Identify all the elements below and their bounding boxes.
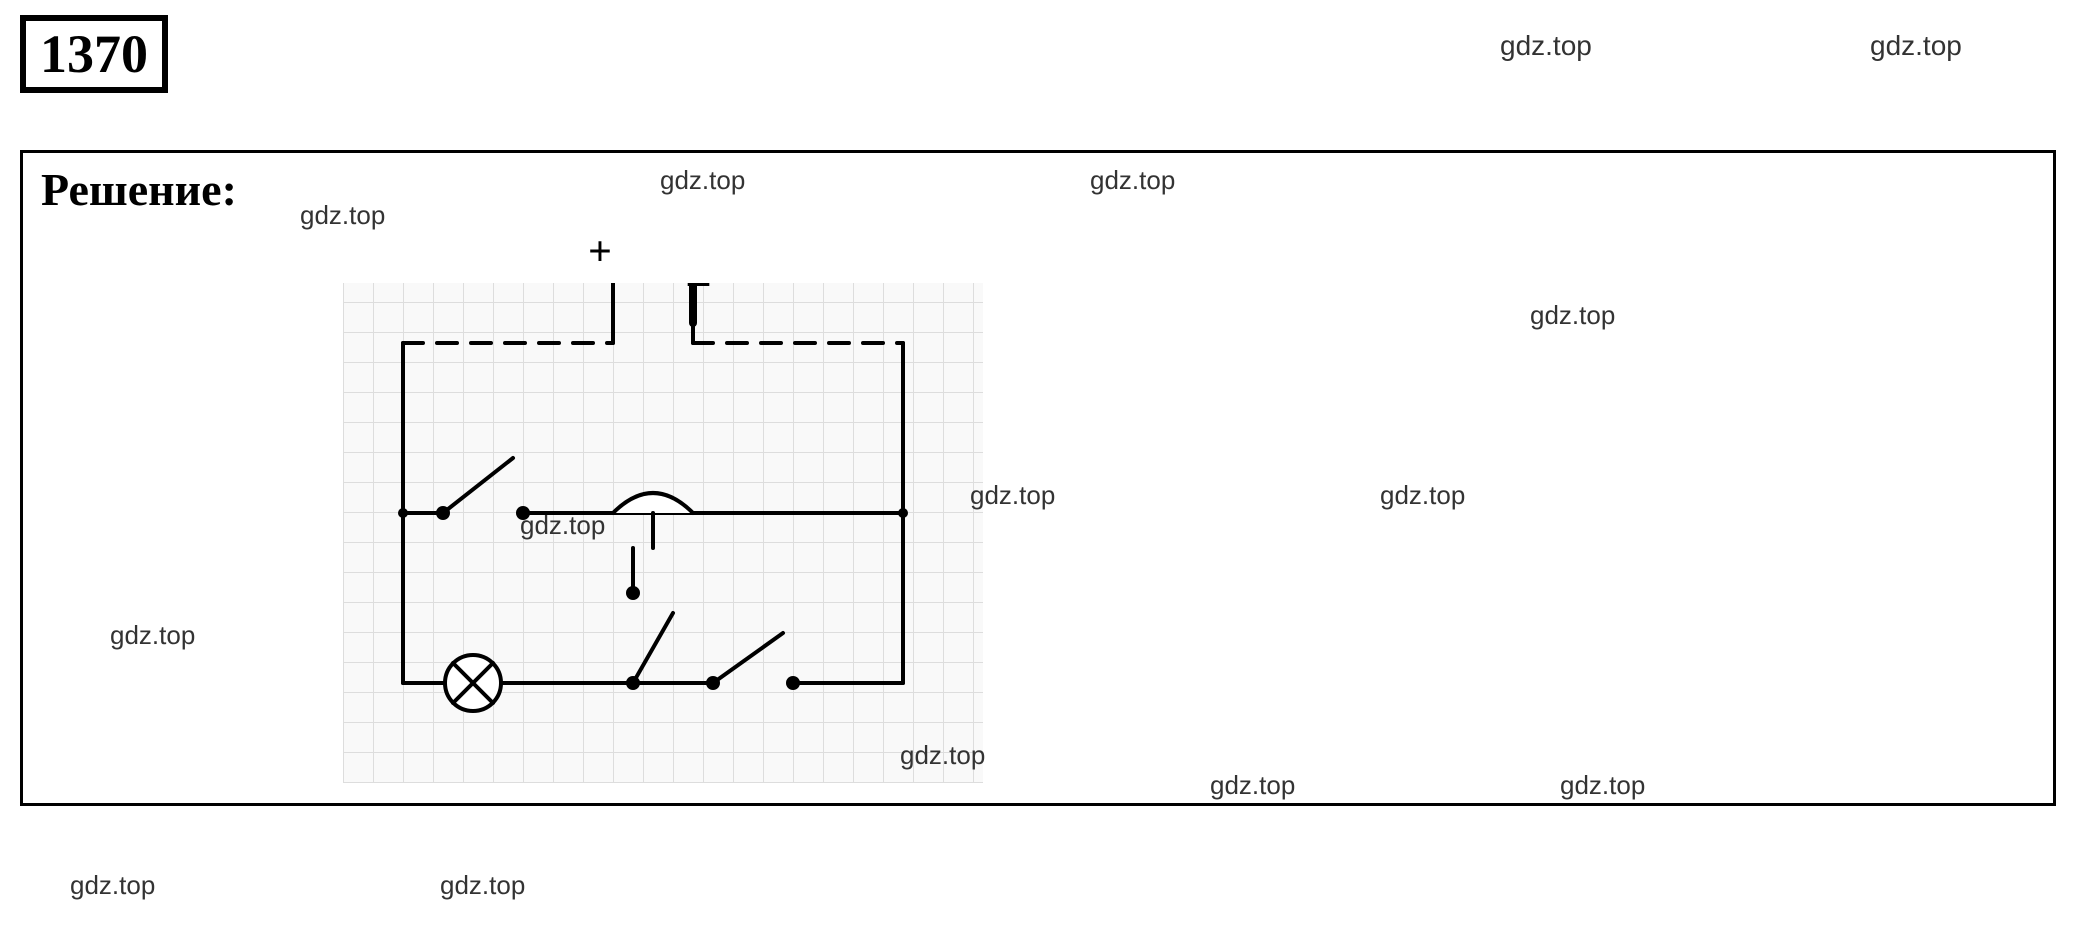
problem-number-box: 1370 (20, 15, 168, 93)
watermark: gdz.top (970, 480, 1055, 511)
watermark: gdz.top (110, 620, 195, 651)
solution-panel: Решение: + _ (20, 150, 2056, 806)
watermark: gdz.top (520, 510, 605, 541)
problem-number: 1370 (40, 24, 148, 84)
watermark: gdz.top (300, 200, 385, 231)
switch-bot-blade (713, 633, 783, 683)
switch-vert-blade (633, 613, 673, 683)
watermark: gdz.top (1380, 480, 1465, 511)
circuit-svg (343, 283, 983, 783)
watermark: gdz.top (660, 165, 745, 196)
watermark: gdz.top (70, 870, 155, 901)
switch-top-blade (443, 458, 513, 513)
watermark: gdz.top (1560, 770, 1645, 801)
watermark: gdz.top (1210, 770, 1295, 801)
solution-label: Решение: (41, 163, 237, 216)
watermark: gdz.top (900, 740, 985, 771)
watermark: gdz.top (1870, 30, 1962, 62)
watermark: gdz.top (1090, 165, 1175, 196)
buzzer-dome (613, 493, 693, 513)
watermark: gdz.top (1500, 30, 1592, 62)
page-root: 1370 Решение: + _ (0, 0, 2075, 936)
watermark: gdz.top (1530, 300, 1615, 331)
circuit-diagram: + _ (343, 283, 983, 783)
battery-plus-label: + (588, 228, 612, 276)
watermark: gdz.top (440, 870, 525, 901)
